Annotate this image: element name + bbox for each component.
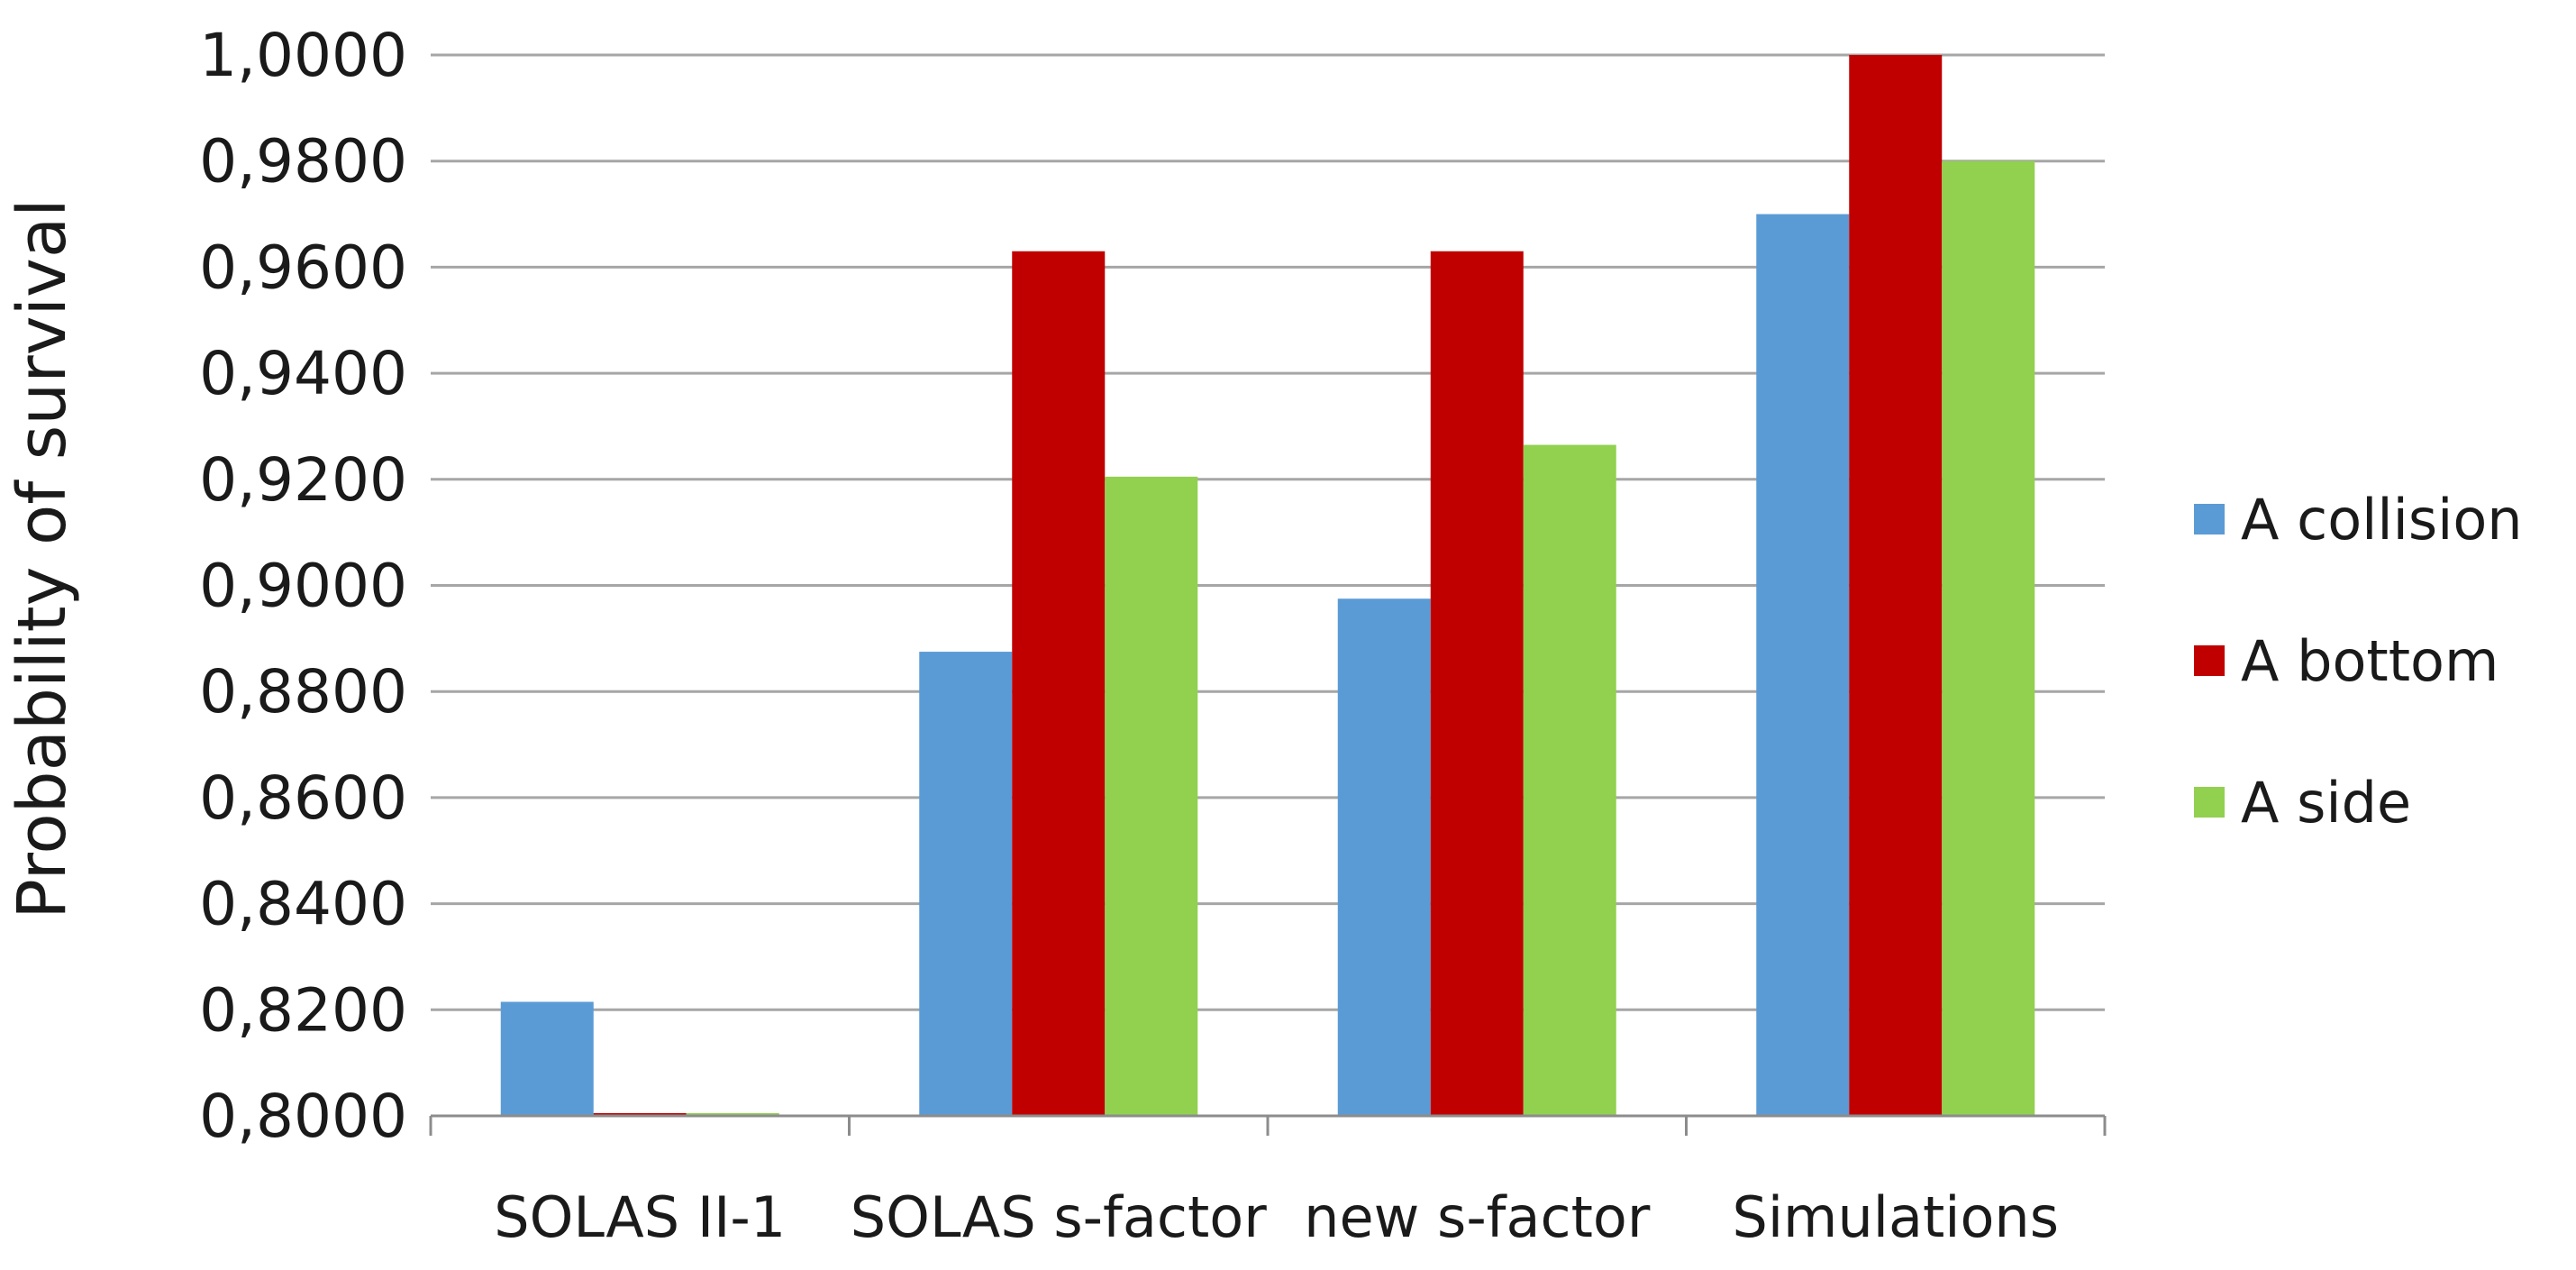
x-category-labels: SOLAS II-1 SOLAS s-factor new s-factor Simu… <box>494 1184 2059 1250</box>
legend-label: A collision <box>2241 487 2523 553</box>
legend-swatch <box>2194 787 2225 818</box>
y-tick-label: 0,9200 <box>199 445 407 515</box>
x-category-label: SOLAS II-1 <box>494 1184 786 1250</box>
legend-label: A side <box>2241 770 2411 836</box>
axes <box>429 1114 2107 1136</box>
y-tick-label: 1,0000 <box>199 21 407 90</box>
bar <box>919 652 1013 1116</box>
x-category-label: Simulations <box>1732 1184 2059 1250</box>
y-axis-label: Probability of survival <box>4 198 81 918</box>
bar <box>1105 476 1198 1116</box>
bar <box>1756 214 1850 1117</box>
y-tick-label: 0,8000 <box>199 1082 407 1151</box>
bar <box>1430 251 1524 1116</box>
y-tick-label: 0,8800 <box>199 657 407 726</box>
bar <box>1523 444 1616 1116</box>
x-category-label: SOLAS s-factor <box>851 1184 1267 1250</box>
x-category-label: new s-factor <box>1304 1184 1651 1250</box>
y-tick-label: 0,9000 <box>199 552 407 621</box>
y-tick-label: 0,9400 <box>199 339 407 408</box>
y-tick-label: 0,8600 <box>199 763 407 833</box>
bar <box>1942 160 2035 1117</box>
bar <box>1849 55 1943 1116</box>
bar <box>1012 251 1106 1116</box>
bar <box>1337 598 1431 1116</box>
gridlines <box>431 53 2105 1011</box>
y-tick-label: 0,8200 <box>199 975 407 1045</box>
legend-item: A collision <box>2194 487 2523 553</box>
legend-item: A bottom <box>2194 628 2499 694</box>
bar <box>500 1001 594 1116</box>
legend-item: A side <box>2194 770 2411 836</box>
y-tick-label: 0,8400 <box>199 870 407 939</box>
bars <box>500 55 2035 1117</box>
y-tick-label: 0,9800 <box>199 127 407 196</box>
y-tick-label: 0,9600 <box>199 233 407 302</box>
y-tick-labels: 0,8000 0,8200 0,8400 0,8600 0,8800 0,9000 0,92… <box>199 21 407 1151</box>
legend-label: A bottom <box>2241 628 2499 694</box>
legend-swatch <box>2194 504 2225 534</box>
legend: A collision A bottom A side <box>2194 487 2523 836</box>
legend-swatch <box>2194 645 2225 676</box>
